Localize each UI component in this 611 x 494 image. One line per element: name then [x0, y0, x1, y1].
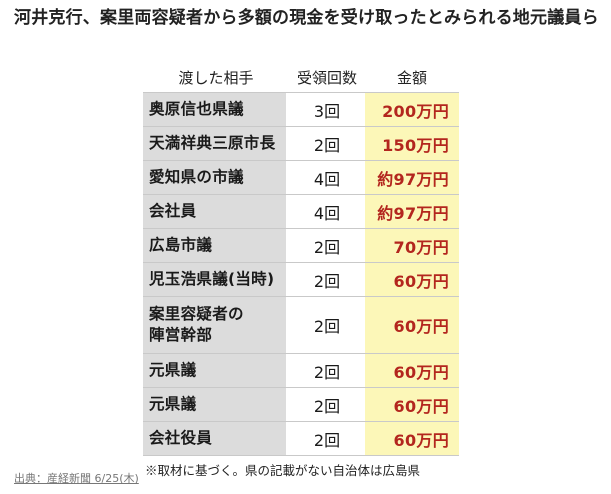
table-row: 天満祥典三原市長 2回 150万円 — [143, 127, 459, 161]
count-cell: 4回 — [289, 161, 365, 194]
count-cell: 2回 — [289, 229, 365, 262]
amount-cell: 60万円 — [365, 388, 459, 421]
recipient-cell: 案里容疑者の 陣営幹部 — [143, 297, 286, 353]
article-title: 河井克行、案里両容疑者から多額の現金を受け取ったとみられる地元議員ら — [14, 8, 599, 28]
count-cell: 3回 — [289, 93, 365, 126]
recipient-cell: 元県議 — [143, 354, 286, 387]
header-amount: 金額 — [396, 68, 427, 87]
count-cell: 2回 — [289, 263, 365, 296]
table-body: 奥原信也県議 3回 200万円 天満祥典三原市長 2回 150万円 愛知県の市議… — [143, 92, 459, 456]
table-row: 奥原信也県議 3回 200万円 — [143, 93, 459, 127]
table-row: 案里容疑者の 陣営幹部 2回 60万円 — [143, 297, 459, 354]
table-row: 元県議 2回 60万円 — [143, 354, 459, 388]
count-cell: 2回 — [289, 354, 365, 387]
count-cell: 2回 — [289, 422, 365, 455]
amount-cell: 約97万円 — [365, 161, 459, 194]
table-row: 会社員 4回 約97万円 — [143, 195, 459, 229]
recipient-cell: 愛知県の市議 — [143, 161, 286, 194]
amount-cell: 150万円 — [365, 127, 459, 160]
amount-cell: 60万円 — [365, 354, 459, 387]
count-cell: 2回 — [289, 297, 365, 353]
source-link[interactable]: 出典：産経新聞 6/25(木) — [14, 472, 139, 485]
amount-cell: 200万円 — [365, 93, 459, 126]
amount-cell: 60万円 — [365, 422, 459, 455]
recipient-cell: 広島市議 — [143, 229, 286, 262]
amount-cell: 60万円 — [365, 297, 459, 353]
table-row: 愛知県の市議 4回 約97万円 — [143, 161, 459, 195]
header-times-received: 受領回数 — [296, 68, 357, 87]
amount-cell: 60万円 — [365, 263, 459, 296]
recipient-cell: 会社員 — [143, 195, 286, 228]
header-recipient: 渡した相手 — [178, 68, 254, 87]
table-figure: 渡した相手 受領回数 金額 奥原信也県議 3回 200万円 天満祥典三原市長 2… — [143, 62, 459, 478]
recipient-cell: 元県議 — [143, 388, 286, 421]
count-cell: 4回 — [289, 195, 365, 228]
table-row: 広島市議 2回 70万円 — [143, 229, 459, 263]
recipient-cell: 児玉浩県議(当時) — [143, 263, 286, 296]
table-row: 会社役員 2回 60万円 — [143, 422, 459, 456]
recipient-cell: 奥原信也県議 — [143, 93, 286, 126]
recipient-cell: 会社役員 — [143, 422, 286, 455]
amount-cell: 70万円 — [365, 229, 459, 262]
table-row: 元県議 2回 60万円 — [143, 388, 459, 422]
amount-cell: 約97万円 — [365, 195, 459, 228]
table-footnote: ※取材に基づく。県の記載がない自治体は広島県 — [145, 463, 421, 478]
table-row: 児玉浩県議(当時) 2回 60万円 — [143, 263, 459, 297]
recipient-cell: 天満祥典三原市長 — [143, 127, 286, 160]
count-cell: 2回 — [289, 388, 365, 421]
count-cell: 2回 — [289, 127, 365, 160]
table-header: 渡した相手 受領回数 金額 — [143, 62, 459, 92]
